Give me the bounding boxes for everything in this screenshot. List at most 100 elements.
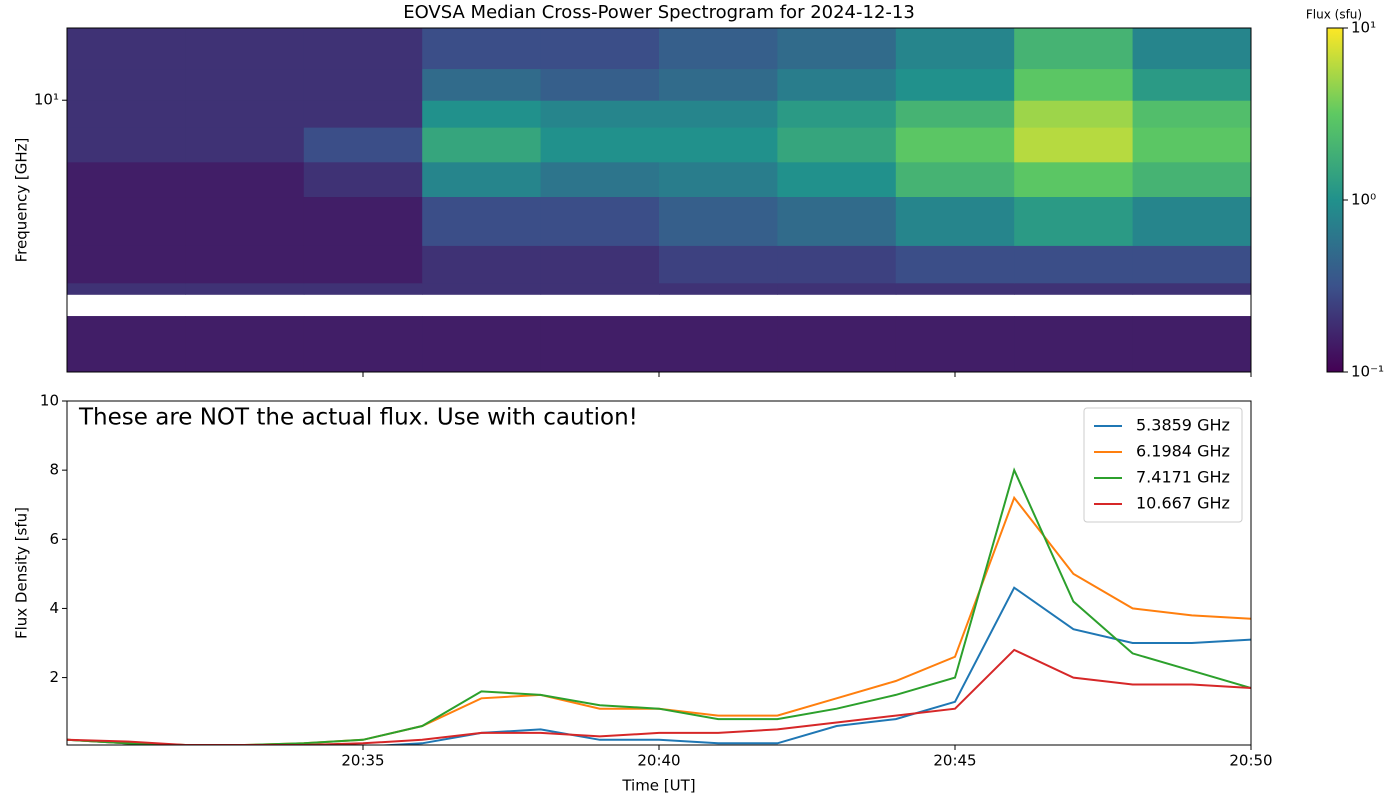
heat-cell [540, 245, 660, 284]
heat-cell [67, 161, 186, 198]
legend-label: 7.4171 GHz [1136, 468, 1230, 487]
y-tick-label: 6 [49, 530, 59, 548]
heat-cell [303, 282, 423, 295]
heat-cell [303, 100, 423, 128]
heat-cell [422, 28, 542, 70]
heat-cell [895, 161, 1015, 198]
heat-cell [422, 100, 542, 128]
y-tick-label: 8 [49, 461, 59, 479]
heat-cell [1132, 245, 1252, 284]
heat-cell [185, 127, 305, 163]
heat-cell [422, 282, 542, 295]
heat-cell [540, 161, 660, 198]
series-line [67, 467, 1251, 745]
colorbar-tick-label: 10⁰ [1351, 191, 1376, 209]
heat-cell [777, 196, 897, 246]
heat-cell [777, 28, 897, 70]
colorbar-tick-label: 10⁻¹ [1351, 363, 1384, 381]
heat-cell [1132, 68, 1252, 101]
heat-cell [1132, 100, 1252, 128]
heat-cell [422, 161, 542, 198]
heat-cell [1132, 196, 1252, 246]
heat-cell [777, 282, 897, 295]
legend-label: 5.3859 GHz [1136, 416, 1230, 435]
heat-cell [540, 316, 660, 373]
heat-cell [1014, 282, 1134, 295]
heat-cell [1014, 245, 1134, 284]
heat-cell [303, 316, 423, 373]
heat-cell [67, 196, 186, 246]
heat-cell [895, 28, 1015, 70]
heat-cell [185, 68, 305, 101]
heatmap [67, 28, 1252, 373]
heat-cell [895, 68, 1015, 101]
heat-cell [1132, 28, 1252, 70]
colorbar-label: Flux (sfu) [1306, 8, 1362, 22]
heat-cell [1014, 68, 1134, 101]
heat-cell [777, 68, 897, 101]
heat-cell [67, 127, 186, 163]
heat-cell [895, 127, 1015, 163]
heat-cell [67, 28, 186, 70]
heat-cell [1014, 28, 1134, 70]
heat-cell [185, 161, 305, 198]
y-axis-label: Flux Density [sfu] [13, 507, 31, 639]
y-axis-label: Frequency [GHz] [13, 138, 31, 263]
chart-title: EOVSA Median Cross-Power Spectrogram for… [403, 2, 915, 23]
heat-cell [422, 245, 542, 284]
heat-cell [1014, 127, 1134, 163]
x-tick-label: 20:40 [637, 752, 680, 770]
legend-label: 6.1984 GHz [1136, 442, 1230, 461]
heat-cell [777, 161, 897, 198]
heat-cell [67, 100, 186, 128]
heat-cell [1014, 100, 1134, 128]
x-tick-label: 20:50 [1229, 752, 1272, 770]
y-tick-label: 2 [49, 668, 59, 686]
heat-cell [659, 245, 778, 284]
heat-cell [185, 100, 305, 128]
series-line [67, 648, 1251, 745]
y-tick-label: 10¹ [34, 91, 59, 109]
heat-cell [67, 245, 186, 284]
heat-cell [659, 282, 778, 295]
series-line [67, 586, 1251, 745]
heat-cell [185, 282, 305, 295]
y-tick-label: 4 [49, 599, 59, 617]
heat-cell [303, 196, 423, 246]
x-axis-label: Time [UT] [621, 777, 695, 795]
heat-cell [303, 127, 423, 163]
heat-cell [422, 127, 542, 163]
y-tick-label: 10 [40, 392, 59, 410]
heat-cell [777, 316, 897, 373]
heat-cell [895, 245, 1015, 284]
heat-cell [540, 127, 660, 163]
heat-cell [422, 68, 542, 101]
heat-cell [1132, 316, 1252, 373]
heat-cell [659, 127, 778, 163]
heat-cell [540, 28, 660, 70]
heat-cell [67, 68, 186, 101]
heat-cell [777, 127, 897, 163]
x-tick-label: 20:35 [341, 752, 384, 770]
heat-cell [1132, 161, 1252, 198]
heat-cell [185, 316, 305, 373]
heat-cell [1014, 196, 1134, 246]
heat-cell [422, 196, 542, 246]
heat-cell [659, 196, 778, 246]
heat-cell [185, 196, 305, 246]
heat-cell [777, 100, 897, 128]
heat-cell [1132, 282, 1252, 295]
heat-cell [659, 100, 778, 128]
heat-cell [777, 245, 897, 284]
heat-cell [1014, 316, 1134, 373]
heat-cell [303, 68, 423, 101]
heat-cell [185, 245, 305, 284]
annotation: These are NOT the actual flux. Use with … [78, 405, 638, 431]
heat-cell [895, 316, 1015, 373]
heat-cell [540, 282, 660, 295]
heat-cell [540, 196, 660, 246]
heat-cell [540, 68, 660, 101]
heat-cell [659, 28, 778, 70]
legend-box [1083, 407, 1243, 523]
